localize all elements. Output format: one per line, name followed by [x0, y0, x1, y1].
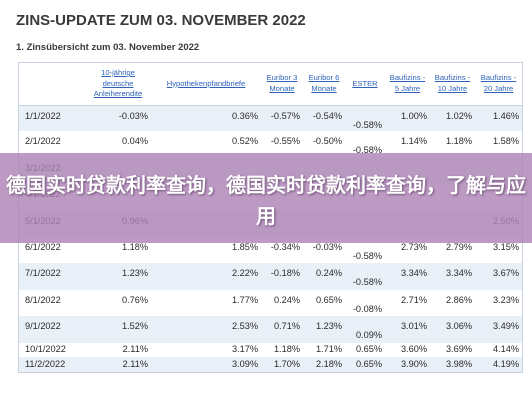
cell-bz5: 3.01% — [400, 321, 427, 332]
cell-bund10: 0.04% — [121, 136, 148, 147]
cell-bz10: 3.69% — [445, 344, 472, 355]
cell-ester: -0.58% — [352, 250, 382, 261]
document-title: ZINS-UPDATE ZUM 03. NOVEMBER 2022 — [16, 12, 306, 29]
cell-pfand: 3.17% — [231, 344, 258, 355]
cell-bz20: 3.23% — [492, 294, 519, 305]
cell-bz5: 3.60% — [400, 344, 427, 355]
cell-pfand: 0.52% — [231, 136, 258, 147]
cell-euribor6: -0.03% — [312, 241, 342, 252]
header-euribor6[interactable]: Euribor 6 Monate — [303, 63, 345, 106]
cell-pfand: 2.22% — [231, 268, 258, 279]
cell-bz20: 3.49% — [492, 321, 519, 332]
cell-bz20: 3.15% — [492, 241, 519, 252]
cell-pfand: 1.77% — [231, 294, 258, 305]
cell-bz5: 2.73% — [400, 241, 427, 252]
overlay-banner-text: 德国实时贷款利率查询，德国实时贷款利率查询，了解与应用 — [6, 173, 526, 228]
header-baufizins10[interactable]: Baufizins - 10 Jahre — [430, 63, 475, 106]
overlay-banner — [0, 153, 532, 243]
cell-euribor3: 0.71% — [273, 321, 300, 332]
cell-bz5: 3.90% — [400, 358, 427, 369]
cell-bund10: 2.11% — [122, 358, 148, 369]
cell-pfand: 3.09% — [231, 358, 258, 369]
cell-ester: 0.09% — [355, 330, 382, 341]
header-date — [19, 63, 85, 106]
cell-bz20: 4.14% — [492, 344, 519, 355]
cell-ester: -0.58% — [352, 119, 382, 130]
cell-date: 2/1/2022 — [25, 136, 61, 147]
cell-bz5: 2.71% — [400, 294, 427, 305]
cell-bz20: 4.19% — [492, 358, 519, 369]
cell-euribor3: 1.70% — [273, 358, 300, 369]
table-row: 10/1/2022 2.11% 3.17% 1.18% 1.71% 0.65% 3.60% 3… — [19, 342, 522, 358]
cell-euribor6: -0.50% — [312, 136, 342, 147]
cell-euribor3: -0.57% — [270, 110, 300, 121]
header-ester[interactable]: ESTER — [345, 63, 385, 106]
cell-bz20: 1.58% — [492, 136, 519, 147]
cell-ester: 0.65% — [355, 344, 382, 355]
cell-bund10: 2.11% — [122, 344, 148, 355]
cell-date: 11/2/2022 — [25, 358, 66, 369]
cell-bz20: 1.46% — [492, 110, 519, 121]
cell-euribor6: 0.24% — [315, 268, 342, 279]
cell-bund10: 0.76% — [121, 294, 148, 305]
table-row: 9/1/2022 1.52% 2.53% 0.71% 1.23% 0.09% 3.01% 3.… — [19, 316, 522, 343]
cell-bund10: 1.18% — [121, 241, 148, 252]
cell-bund10: -0.03% — [118, 110, 148, 121]
cell-bz5: 3.34% — [400, 268, 427, 279]
cell-ester: 0.65% — [355, 358, 382, 369]
header-euribor3[interactable]: Euribor 3 Monate — [261, 63, 303, 106]
table-row: 11/2/2022 2.11% 3.09% 1.70% 2.18% 0.65% 3.90% 3… — [19, 357, 522, 372]
cell-bz5: 1.00% — [400, 110, 427, 121]
document-subtitle: 1. Zinsübersicht zum 03. November 2022 — [16, 42, 200, 53]
cell-euribor3: 0.24% — [273, 294, 300, 305]
cell-bund10: 1.52% — [121, 321, 148, 332]
cell-ester: -0.08% — [352, 303, 382, 314]
header-baufizins5[interactable]: Baufizins - 5 Jahre — [385, 63, 430, 106]
cell-pfand: 0.36% — [231, 110, 258, 121]
cell-date: 9/1/2022 — [25, 321, 61, 332]
cell-ester: -0.58% — [352, 277, 382, 288]
cell-pfand: 1.85% — [231, 241, 258, 252]
cell-date: 10/1/2022 — [25, 344, 66, 355]
cell-date: 7/1/2022 — [25, 268, 61, 279]
cell-euribor3: -0.55% — [270, 136, 300, 147]
cell-bz10: 3.34% — [445, 268, 472, 279]
cell-bz10: 1.18% — [445, 136, 472, 147]
cell-euribor3: -0.18% — [270, 268, 300, 279]
cell-euribor3: -0.34% — [270, 241, 300, 252]
cell-euribor6: 1.71% — [315, 344, 342, 355]
cell-bz5: 1.14% — [400, 136, 427, 147]
table-row: 1/1/2022 -0.03% 0.36% -0.57% -0.54% -0.58% 1.0… — [19, 105, 522, 132]
header-baufizins20[interactable]: Baufizins - 20 Jahre — [475, 63, 522, 106]
cell-bz10: 3.06% — [445, 321, 472, 332]
cell-euribor6: 1.23% — [315, 321, 342, 332]
cell-date: 1/1/2022 — [25, 110, 61, 121]
cell-bz10: 2.86% — [445, 294, 472, 305]
cell-euribor6: -0.54% — [312, 110, 342, 121]
cell-bz10: 3.98% — [445, 358, 472, 369]
table-row: 7/1/2022 1.23% 2.22% -0.18% 0.24% -0.58% 3.34%… — [19, 263, 522, 290]
cell-bz10: 2.79% — [445, 241, 472, 252]
cell-euribor6: 2.18% — [315, 358, 342, 369]
table-header-row: 10-jährige deutsche Anleiherendite Hypot… — [19, 63, 522, 106]
cell-bund10: 1.23% — [121, 268, 148, 279]
cell-date: 8/1/2022 — [25, 294, 61, 305]
cell-bz20: 3.67% — [492, 268, 519, 279]
cell-ester: -0.58% — [352, 145, 382, 156]
cell-date: 6/1/2022 — [25, 241, 61, 252]
cell-euribor6: 0.65% — [315, 294, 342, 305]
table-row: 8/1/2022 0.76% 1.77% 0.24% 0.65% -0.08% 2.71% 2… — [19, 289, 522, 317]
header-bund10[interactable]: 10-jährige deutsche Anleiherendite — [85, 63, 151, 106]
header-pfandbriefe[interactable]: Hypothekenpfandbriefe — [151, 63, 261, 106]
cell-euribor3: 1.18% — [273, 344, 300, 355]
cell-bz10: 1.02% — [445, 110, 472, 121]
cell-pfand: 2.53% — [231, 321, 258, 332]
